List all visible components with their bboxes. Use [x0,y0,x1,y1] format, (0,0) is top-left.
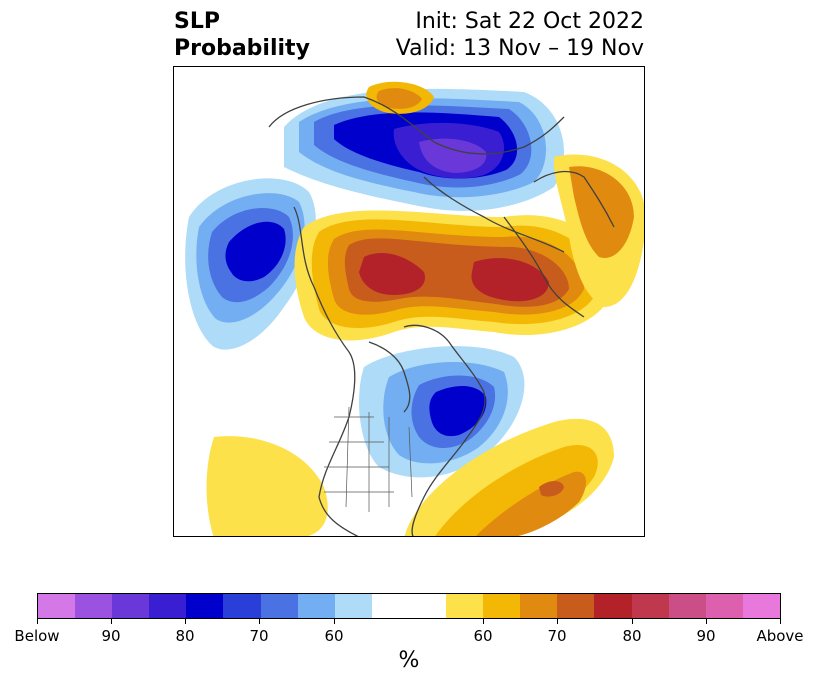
tick-label-below-80: 80 [175,627,195,645]
title-type: Probability [174,36,310,61]
colorbar-above-2 [483,594,521,618]
coastlines [268,96,615,536]
tick-label-above-80: 80 [622,627,642,645]
valid-range: Valid: 13 Nov – 19 Nov [395,36,644,61]
tick [259,619,260,624]
tick [632,619,633,624]
tick [185,619,186,624]
tick-label-below-70: 70 [249,627,269,645]
above-anomaly-siberia-core [569,166,634,258]
tick [483,619,484,624]
tick [706,619,707,624]
below-anomaly-canada [359,346,525,478]
colorbar-below-4 [149,594,187,618]
colorbar-neutral [371,594,447,618]
colorbar [37,593,781,619]
tick-label-above-60: 60 [473,627,493,645]
colorbar-above-9 [742,594,780,618]
tick-label-below-60: 60 [324,627,344,645]
above-anomaly-arctic-core [376,88,422,109]
colorbar-above-4 [557,594,595,618]
colorbar-unit-label: % [398,648,420,673]
colorbar-above-8 [705,594,743,618]
tick [557,619,558,624]
map-canvas [185,81,644,536]
title-left: SLP Probability [174,8,310,62]
colorbar-below-3 [112,594,150,618]
tick [780,619,781,624]
colorbar-above-3 [520,594,558,618]
tick [111,619,112,624]
probability-map [173,66,645,537]
tick [334,619,335,624]
init-date: Init: Sat 22 Oct 2022 [415,9,644,34]
colorbar-below-2 [75,594,113,618]
colorbar-below-7 [260,594,298,618]
tick-label-below-90: 90 [101,627,121,645]
above-anomaly-europe [294,210,614,341]
colorbar-above-1 [446,594,484,618]
colorbar-below-8 [297,594,335,618]
below-anomaly-pacific [185,178,316,350]
colorbar-above-6 [631,594,669,618]
tick-label-above: Above [756,627,804,645]
colorbar-below-5 [186,594,224,618]
above-anomaly-south [206,418,614,536]
title-right: Init: Sat 22 Oct 2022 Valid: 13 Nov – 19… [396,8,644,62]
below-anomaly-arctic [284,88,564,211]
state-borders [324,406,413,512]
tick [37,619,38,624]
colorbar-above-5 [594,594,632,618]
tick-label-below: Below [14,627,60,645]
tick-label-above-90: 90 [696,627,716,645]
title-variable: SLP [174,9,220,34]
colorbar-below-1 [38,594,76,618]
colorbar-above-7 [668,594,706,618]
colorbar-below-6 [223,594,261,618]
colorbar-below-9 [334,594,372,618]
tick-label-above-70: 70 [547,627,567,645]
